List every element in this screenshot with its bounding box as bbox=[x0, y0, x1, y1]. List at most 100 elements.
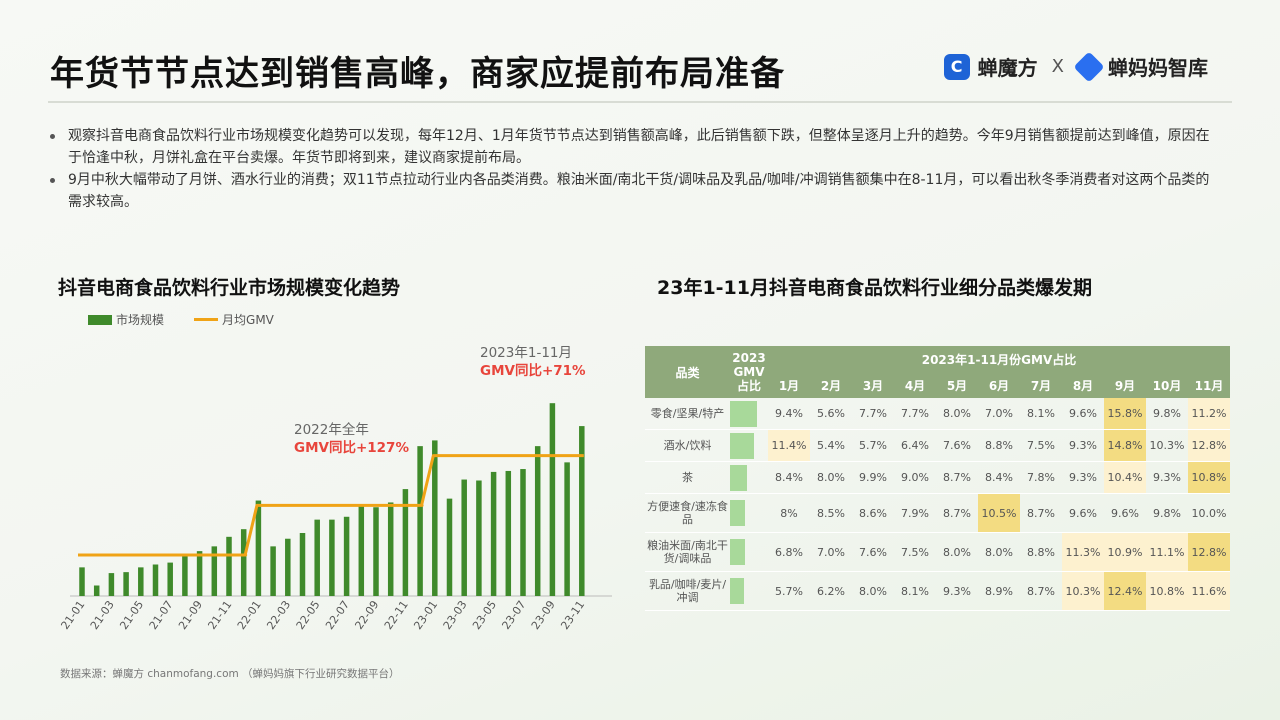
col-header-month: 5月 bbox=[936, 372, 978, 398]
heatmap-cell: 9.3% bbox=[936, 571, 978, 611]
bar-23-07 bbox=[520, 469, 526, 596]
gmv-share-cell bbox=[730, 398, 768, 430]
gmv-share-cell bbox=[730, 461, 768, 494]
heatmap-cell: 7.5% bbox=[894, 532, 936, 572]
row-category-label: 零食/坚果/特产 bbox=[645, 398, 730, 430]
bar-22-03 bbox=[285, 538, 291, 596]
heatmap-cell: 6.2% bbox=[810, 571, 852, 611]
heatmap-cell: 7.9% bbox=[894, 493, 936, 533]
x-tick-label: 21-03 bbox=[88, 598, 117, 632]
bar-22-10 bbox=[387, 502, 394, 596]
x-tick-label: 23-11 bbox=[558, 598, 587, 632]
bar-23-09 bbox=[549, 403, 556, 596]
gmv-share-header-line3: 占比 bbox=[736, 379, 761, 393]
x-tick-label: 21-11 bbox=[205, 598, 234, 632]
bar-21-04 bbox=[123, 572, 129, 596]
brand1-name: 蝉魔方 bbox=[977, 56, 1038, 80]
x-tick-label: 22-05 bbox=[294, 598, 323, 632]
heatmap-cell: 10.3% bbox=[1062, 571, 1104, 611]
category-heatmap-table: 品类 2023 GMV 占比 2023年1-11月份GMV占比 1月 2月 3月 4月… bbox=[645, 346, 1230, 611]
x-tick-label: 21-05 bbox=[117, 598, 146, 632]
x-tick-label: 21-01 bbox=[58, 598, 87, 632]
annotation-growth-2: GMV同比+71% bbox=[480, 362, 586, 379]
heatmap-cell: 10.5% bbox=[978, 493, 1020, 533]
gmv-share-bar bbox=[730, 432, 754, 459]
header-divider bbox=[48, 101, 1232, 103]
heatmap-cell: 7.6% bbox=[936, 429, 978, 462]
heatmap-cell: 10.4% bbox=[1104, 461, 1146, 494]
heatmap-cell: 8.1% bbox=[1020, 398, 1062, 430]
heatmap-cell: 12.8% bbox=[1188, 532, 1230, 572]
chanmama-logo-icon bbox=[1073, 50, 1105, 83]
x-tick-label: 23-07 bbox=[499, 598, 528, 632]
heatmap-cell: 9.8% bbox=[1146, 398, 1188, 430]
heatmap-cell: 8.7% bbox=[936, 493, 978, 533]
x-tick-label: 23-09 bbox=[529, 598, 558, 632]
bar-23-10 bbox=[564, 462, 570, 596]
table-row: 粮油米面/南北干货/调味品 6.8% 7.0% 7.6% 7.5% 8.0% 8.0% 8.8… bbox=[645, 532, 1230, 572]
heatmap-cell: 10.0% bbox=[1188, 493, 1230, 533]
bar-22-02 bbox=[270, 546, 276, 596]
heatmap-cell: 5.7% bbox=[852, 429, 894, 462]
x-tick-label: 22-09 bbox=[352, 598, 381, 632]
annotation-growth-1: GMV同比+127% bbox=[294, 439, 409, 456]
row-category-label: 乳品/咖啡/麦片/冲调 bbox=[645, 571, 730, 611]
bar-22-07 bbox=[343, 516, 350, 596]
bar-23-03 bbox=[461, 479, 467, 596]
bar-21-05 bbox=[138, 567, 144, 596]
bar-22-09 bbox=[373, 507, 379, 596]
bar-22-04 bbox=[299, 533, 306, 596]
row-category-label: 酒水/饮料 bbox=[645, 429, 730, 462]
heatmap-cell: 8.1% bbox=[894, 571, 936, 611]
heatmap-cell: 11.1% bbox=[1146, 532, 1188, 572]
bar-21-02 bbox=[93, 585, 100, 596]
summary-bullets: 观察抖音电商食品饮料行业市场规模变化趋势可以发现，每年12月、1月年货节节点达到… bbox=[50, 125, 1220, 213]
bar-23-05 bbox=[490, 471, 497, 596]
heatmap-cell: 12.4% bbox=[1104, 571, 1146, 611]
heatmap-cell: 8.6% bbox=[852, 493, 894, 533]
bar-22-06 bbox=[329, 519, 335, 596]
brand-logos: C 蝉魔方 X 蝉妈妈智库 bbox=[943, 50, 1208, 83]
gmv-share-cell bbox=[730, 532, 768, 572]
gmv-share-bar bbox=[730, 578, 744, 604]
heatmap-cell: 11.2% bbox=[1188, 398, 1230, 430]
annotation-period-2: 2023年1-11月 bbox=[480, 345, 572, 361]
heatmap-cell: 9.8% bbox=[1146, 493, 1188, 533]
heatmap-cell: 9.9% bbox=[852, 461, 894, 494]
heatmap-cell: 8.0% bbox=[978, 532, 1020, 572]
heatmap-cell: 11.4% bbox=[768, 429, 810, 462]
market-trend-title: 抖音电商食品饮料行业市场规模变化趋势 bbox=[58, 277, 401, 299]
heatmap-cell: 10.8% bbox=[1146, 571, 1188, 611]
bar-23-11 bbox=[579, 426, 585, 596]
heatmap-cell: 7.5% bbox=[1020, 429, 1062, 462]
heatmap-cell: 8.7% bbox=[1020, 571, 1062, 611]
heatmap-cell: 8.8% bbox=[978, 429, 1020, 462]
bar-21-10 bbox=[211, 546, 218, 596]
heatmap-cell: 10.8% bbox=[1188, 461, 1230, 494]
heatmap-cell: 8.4% bbox=[978, 461, 1020, 494]
bar-23-01 bbox=[432, 440, 438, 596]
heatmap-cell: 6.8% bbox=[768, 532, 810, 572]
col-header-month: 8月 bbox=[1062, 372, 1104, 398]
heatmap-cell: 11.3% bbox=[1062, 532, 1104, 572]
x-tick-label: 22-03 bbox=[264, 598, 293, 632]
bar-23-04 bbox=[476, 480, 482, 596]
gmv-share-bar bbox=[730, 500, 745, 526]
col-header-month: 10月 bbox=[1146, 372, 1188, 398]
heatmap-cell: 8.0% bbox=[936, 398, 978, 430]
heatmap-cell: 9.0% bbox=[894, 461, 936, 494]
page-title: 年货节节点达到销售高峰，商家应提前布局准备 bbox=[50, 54, 785, 94]
market-trend-chart: 21-01 21-03 21-05 21-07 21-09 21-11 22-01 22-03… bbox=[58, 345, 612, 632]
bar-22-08 bbox=[358, 505, 365, 596]
bar-22-05 bbox=[314, 519, 320, 596]
heatmap-cell: 7.0% bbox=[978, 398, 1020, 430]
heatmap-cell: 8.7% bbox=[1020, 493, 1062, 533]
bar-23-02 bbox=[446, 498, 453, 596]
col-header-category: 品类 bbox=[645, 346, 730, 398]
x-tick-label: 23-01 bbox=[411, 598, 440, 632]
heatmap-table-container: 品类 2023 GMV 占比 2023年1-11月份GMV占比 1月 2月 3月 4月… bbox=[645, 346, 1230, 611]
heatmap-cell: 5.7% bbox=[768, 571, 810, 611]
x-tick-label: 21-09 bbox=[176, 598, 205, 632]
heatmap-cell: 9.3% bbox=[1146, 461, 1188, 494]
heatmap-cell: 12.8% bbox=[1188, 429, 1230, 462]
